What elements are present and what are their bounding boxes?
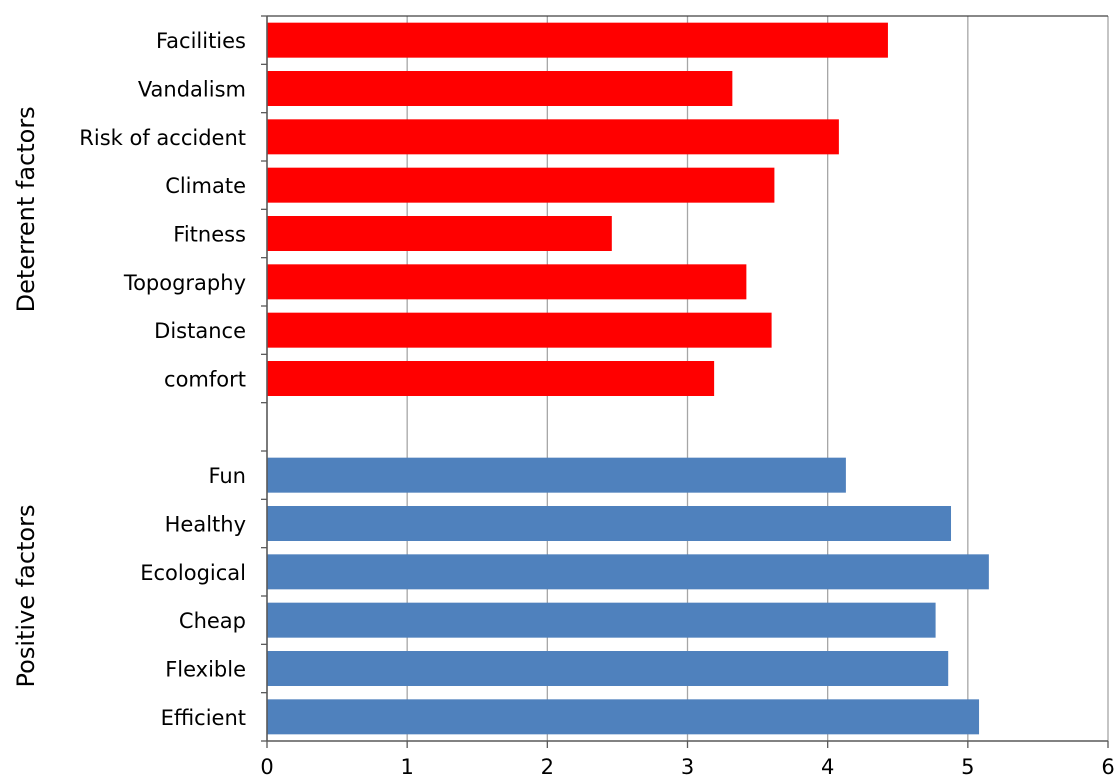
bar-efficient xyxy=(267,699,980,735)
bar-distance xyxy=(267,312,772,348)
x-tick-label-4: 4 xyxy=(821,755,834,779)
category-label-risk-of-accident: Risk of accident xyxy=(79,126,246,150)
bar-topography xyxy=(267,264,747,300)
x-tick-label-6: 6 xyxy=(1101,755,1114,779)
category-label-distance: Distance xyxy=(154,319,246,343)
category-label-efficient: Efficient xyxy=(161,706,246,730)
x-tick-labels: 0 1 2 3 4 5 6 xyxy=(260,755,1114,779)
category-label-fun: Fun xyxy=(208,464,246,488)
bar-ecological xyxy=(267,554,989,590)
x-tick-label-0: 0 xyxy=(260,755,273,779)
x-tick-label-1: 1 xyxy=(400,755,413,779)
x-tick-label-3: 3 xyxy=(681,755,694,779)
category-label-healthy: Healthy xyxy=(165,513,246,537)
bar-vandalism xyxy=(267,71,733,106)
group-label-1: Positive factors xyxy=(12,505,40,688)
group-labels: Deterrent factors Positive factors xyxy=(12,106,40,687)
bars xyxy=(267,22,989,735)
bar-flexible xyxy=(267,651,949,686)
category-label-climate: Climate xyxy=(165,174,246,198)
bar-climate xyxy=(267,167,775,203)
bar-fun xyxy=(267,457,846,493)
bar-healthy xyxy=(267,506,952,541)
x-tick-label-2: 2 xyxy=(541,755,554,779)
category-label-facilities: Facilities xyxy=(156,29,246,53)
category-labels: Facilities Vandalism Risk of accident Clima… xyxy=(79,29,246,730)
category-label-ecological: Ecological xyxy=(140,561,246,585)
category-label-fitness: Fitness xyxy=(173,223,246,247)
bar-comfort xyxy=(267,361,715,396)
bar-risk-of-accident xyxy=(267,119,839,155)
category-label-comfort: comfort xyxy=(164,368,246,392)
x-tick-label-5: 5 xyxy=(961,755,974,779)
category-label-cheap: Cheap xyxy=(179,609,246,633)
group-label-0: Deterrent factors xyxy=(12,106,40,312)
bar-cheap xyxy=(267,602,936,638)
category-label-vandalism: Vandalism xyxy=(138,78,246,102)
category-label-flexible: Flexible xyxy=(165,658,246,682)
category-label-topography: Topography xyxy=(123,271,246,295)
bar-facilities xyxy=(267,22,888,58)
axes xyxy=(261,15,1109,748)
bar-fitness xyxy=(267,216,612,251)
